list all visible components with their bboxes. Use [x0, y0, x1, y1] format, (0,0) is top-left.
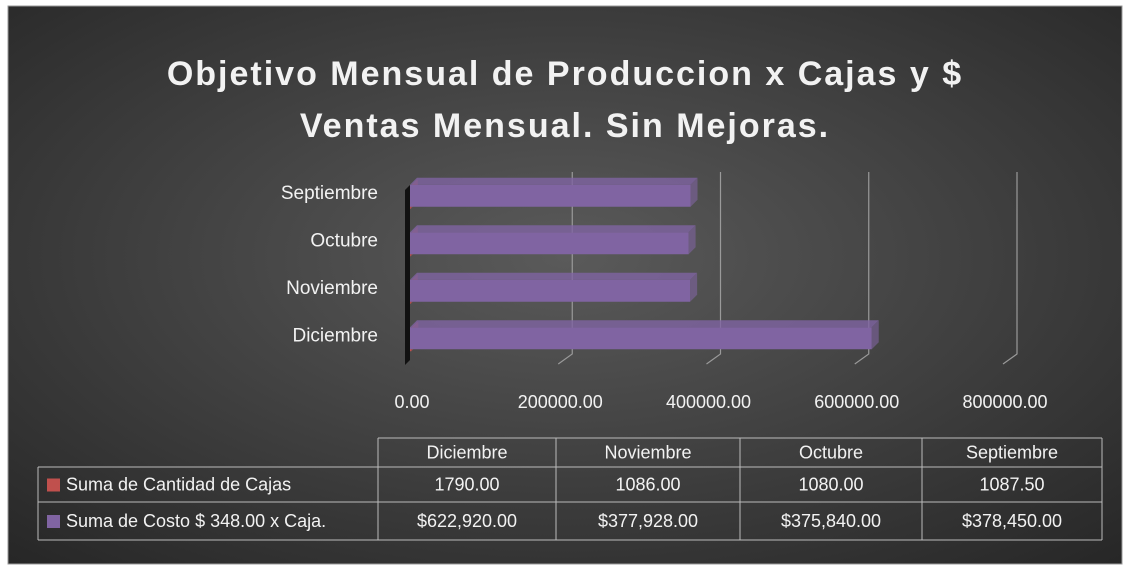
x-tick-label: 600000.00 [814, 392, 899, 412]
legend-label: Suma de Costo $ 348.00 x Caja. [66, 511, 326, 531]
x-tick-label: 800000.00 [962, 392, 1047, 412]
bar [410, 232, 689, 255]
y-tick-label: Octubre [310, 230, 378, 251]
table-value: $377,928.00 [598, 511, 698, 531]
bar-side [690, 177, 698, 207]
table-header: Octubre [799, 442, 863, 462]
grid-line [706, 172, 722, 365]
table-header: Noviembre [604, 442, 691, 462]
bar [410, 279, 691, 302]
table-value: 1080.00 [798, 474, 863, 494]
y-tick-label: Noviembre [286, 278, 378, 299]
bar-side [688, 225, 696, 255]
table-value: $378,450.00 [962, 511, 1062, 531]
table-value: 1087.50 [979, 474, 1044, 494]
bar-top [410, 177, 698, 185]
bar [410, 184, 691, 207]
grid-line [1002, 172, 1018, 365]
table-header: Septiembre [966, 442, 1058, 462]
table-header: Diciembre [426, 442, 507, 462]
legend-key [47, 515, 60, 528]
chart-title: Objetivo Mensual de Produccion x Cajas y… [167, 55, 963, 93]
chart-title: Ventas Mensual. Sin Mejoras. [300, 107, 830, 145]
axis-wall [405, 185, 410, 365]
x-tick-label: 400000.00 [666, 392, 751, 412]
bar-side [690, 272, 698, 302]
legend-key [47, 478, 60, 492]
y-tick-label: Septiembre [281, 183, 378, 204]
bar-top [410, 272, 698, 280]
legend-label: Suma de Cantidad de Cajas [66, 474, 291, 494]
bar-top [410, 320, 879, 328]
table-value: $622,920.00 [417, 511, 517, 531]
grid-line [854, 172, 870, 365]
bar [410, 327, 872, 350]
bar-top [410, 225, 696, 233]
bar-side [871, 320, 879, 350]
y-tick-label: Diciembre [292, 325, 378, 346]
x-tick-label: 200000.00 [518, 392, 603, 412]
table-value: 1086.00 [615, 474, 680, 494]
table-value: 1790.00 [434, 474, 499, 494]
x-tick-label: 0.00 [394, 392, 429, 412]
table-value: $375,840.00 [781, 511, 881, 531]
